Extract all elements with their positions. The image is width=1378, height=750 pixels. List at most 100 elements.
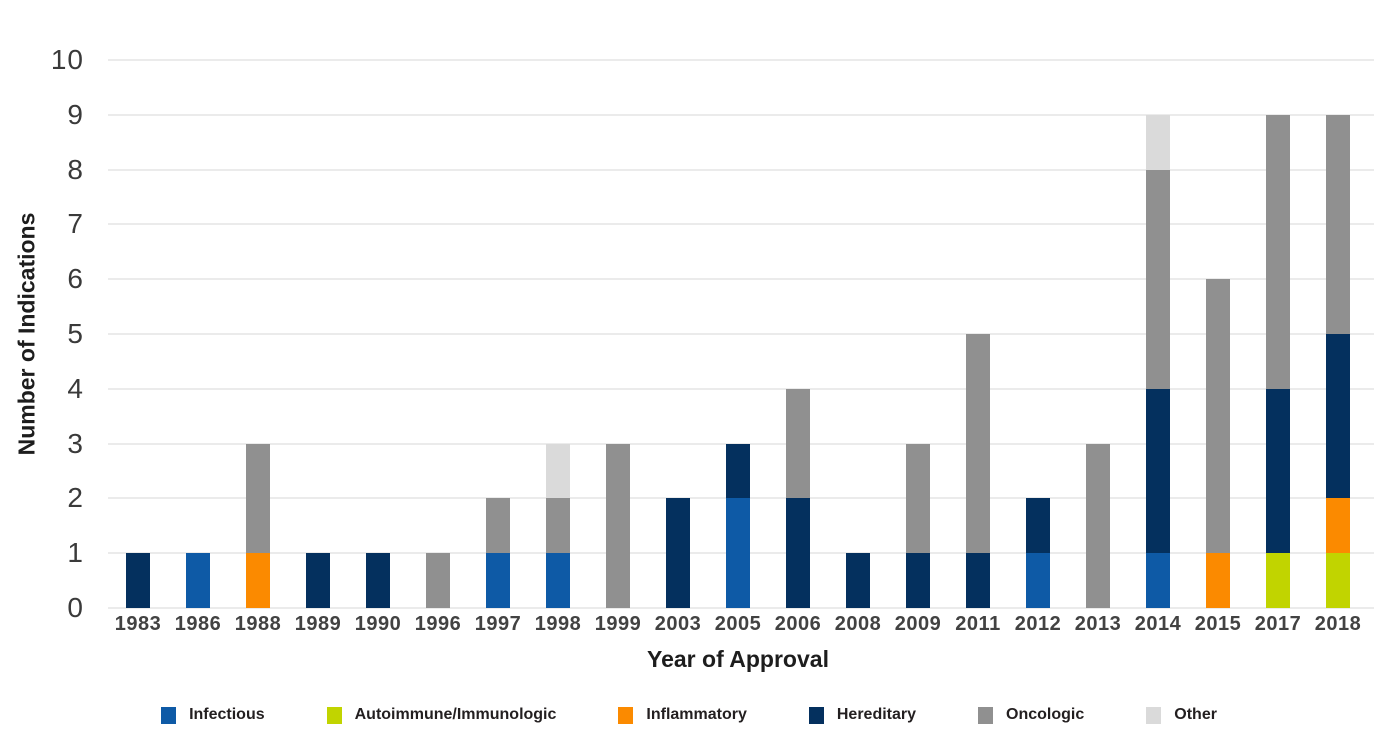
bar-column-2005	[708, 60, 768, 608]
bar-segment-oncologic	[906, 443, 930, 554]
bar-segment-autoimmune-immunologic	[1326, 553, 1350, 608]
legend-label: Inflammatory	[646, 706, 747, 723]
plot-area	[108, 59, 1374, 609]
x-tick-label: 2009	[894, 613, 942, 635]
bar-segment-oncologic	[786, 388, 810, 499]
bar-segment-oncologic	[1086, 443, 1110, 608]
bar-segment-inflammatory	[246, 553, 270, 608]
bar-stack-1990	[366, 60, 390, 608]
bar-column-1998	[528, 60, 588, 608]
bars	[108, 60, 1368, 608]
bar-column-2018	[1308, 60, 1368, 608]
bar-segment-hereditary	[966, 553, 990, 608]
x-tick-label: 2003	[654, 613, 702, 635]
x-tick-label: 1997	[474, 613, 522, 635]
x-axis-labels: 1983 1986 1988 1989 1990 1996 1997 1998 1999 2003…	[108, 613, 1368, 636]
bar-segment-infectious	[726, 498, 750, 608]
x-tick-label: 2018	[1314, 613, 1362, 635]
legend-swatch-other	[1146, 706, 1162, 724]
gridline	[108, 387, 1374, 390]
y-tick-label: 1	[67, 537, 84, 569]
bar-column-1988	[228, 60, 288, 608]
legend-label: Oncologic	[1006, 706, 1085, 723]
y-tick-label: 5	[67, 318, 84, 349]
legend-swatch-infectious	[161, 706, 177, 724]
bar-segment-hereditary	[366, 553, 390, 608]
bar-column-1983	[108, 60, 168, 608]
bar-segment-oncologic	[546, 498, 570, 554]
bar-segment-other	[1146, 114, 1170, 170]
bar-column-1997	[468, 60, 528, 608]
x-tick-label: 2014	[1134, 613, 1182, 635]
bar-column-1989	[288, 60, 348, 608]
x-tick-label: 2013	[1074, 613, 1122, 635]
bar-segment-oncologic	[606, 443, 630, 608]
bar-segment-hereditary	[786, 498, 810, 608]
bar-stack-2008	[846, 60, 870, 608]
legend-item-oncologic: Oncologic	[978, 706, 1084, 724]
bar-segment-oncologic	[1266, 114, 1290, 389]
x-tick-label: 1986	[174, 613, 222, 635]
x-tick-label: 1989	[294, 613, 342, 635]
x-tick-label: 2006	[774, 613, 822, 635]
bar-segment-oncologic	[1326, 114, 1350, 335]
bar-stack-2012	[1026, 60, 1050, 608]
bar-segment-inflammatory	[1326, 498, 1350, 554]
bar-segment-inflammatory	[1206, 553, 1230, 608]
legend-item-hereditary: Hereditary	[808, 706, 917, 724]
y-tick-label: 9	[67, 98, 84, 130]
bar-stack-2011	[966, 60, 990, 608]
y-tick-label: 4	[67, 372, 84, 404]
x-tick-label: 2005	[714, 613, 762, 635]
bar-stack-2018	[1326, 60, 1350, 608]
y-tick-label: 2	[67, 482, 84, 514]
bar-stack-2014	[1146, 60, 1170, 608]
bar-column-2006	[768, 60, 828, 608]
x-tick-label: 1983	[114, 613, 162, 635]
bar-stack-2009	[906, 60, 930, 608]
gridline	[108, 113, 1374, 116]
legend-swatch-inflammatory	[618, 706, 634, 724]
bar-stack-1998	[546, 60, 570, 608]
y-tick-label: 6	[67, 263, 84, 295]
legend-item-other: Other	[1146, 706, 1217, 724]
bar-stack-2015	[1206, 60, 1230, 608]
legend-swatch-autoimmune-immunologic	[326, 706, 342, 724]
bar-stack-2003	[666, 60, 690, 608]
bar-segment-hereditary	[306, 553, 330, 608]
y-axis-ticks: 0 1 2 3 4 5 6 7 8 9 10	[0, 44, 96, 623]
bar-segment-hereditary	[726, 443, 750, 499]
bar-segment-hereditary	[1326, 334, 1350, 499]
legend: Infectious Autoimmune/Immunologic Inflamma…	[0, 706, 1378, 724]
y-tick-label: 8	[67, 153, 84, 185]
bar-stack-1996	[426, 60, 450, 608]
bar-segment-oncologic	[966, 334, 990, 554]
gridline	[108, 278, 1374, 281]
bar-stack-2005	[726, 60, 750, 608]
bar-stack-1989	[306, 60, 330, 608]
x-tick-label: 1998	[534, 613, 582, 635]
bar-stack-1988	[246, 60, 270, 608]
bar-segment-oncologic	[426, 553, 450, 608]
bar-segment-hereditary	[846, 553, 870, 608]
legend-label: Hereditary	[836, 706, 917, 723]
bar-stack-1999	[606, 60, 630, 608]
x-axis-title: Year of Approval	[647, 646, 829, 672]
y-tick-label: 3	[67, 427, 84, 459]
bar-column-2009	[888, 60, 948, 608]
bar-column-1999	[588, 60, 648, 608]
bar-segment-hereditary	[1266, 388, 1290, 554]
bar-stack-2006	[786, 60, 810, 608]
x-tick-label: 2011	[955, 613, 1001, 635]
x-tick-label: 2008	[834, 613, 882, 635]
y-tick-label: 10	[50, 44, 84, 75]
bar-column-2017	[1248, 60, 1308, 608]
bar-segment-oncologic	[246, 443, 270, 554]
legend-item-autoimmune-immunologic: Autoimmune/Immunologic	[326, 706, 556, 724]
x-tick-label: 1999	[594, 613, 642, 635]
bar-stack-1997	[486, 60, 510, 608]
gridline	[108, 223, 1374, 226]
legend-item-infectious: Infectious	[161, 706, 265, 724]
bar-column-2013	[1068, 60, 1128, 608]
